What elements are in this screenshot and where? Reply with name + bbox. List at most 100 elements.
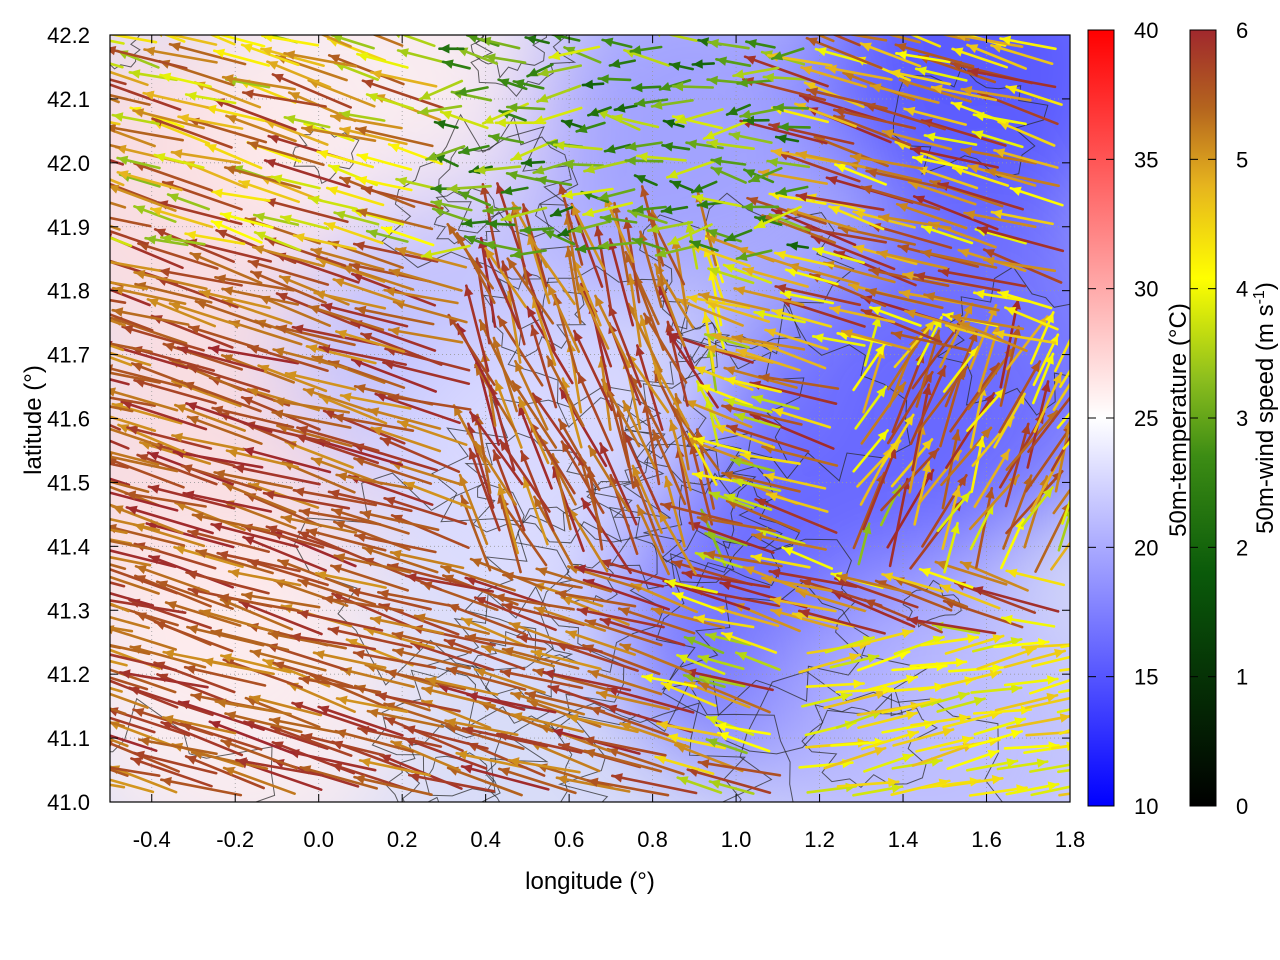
wind-vector-shaft — [407, 773, 496, 793]
wind-vector-shaft — [547, 685, 632, 716]
wind-vector-shaft — [445, 667, 527, 691]
wind-vector — [982, 256, 1057, 273]
wind-vector-head — [992, 663, 1003, 673]
wind-vector-shaft — [191, 513, 271, 533]
wind-vector-head — [381, 226, 393, 236]
wind-vector-shaft — [110, 626, 134, 633]
wind-vector-head — [225, 165, 237, 175]
wind-vector-head — [389, 143, 401, 153]
wind-vector-head — [699, 291, 710, 302]
wind-vector-shaft — [117, 423, 186, 454]
wind-vector-head — [270, 716, 281, 726]
wind-vector — [965, 758, 1019, 772]
x-tick-label: 0.6 — [554, 827, 585, 852]
wind-vector — [762, 472, 827, 490]
wind-vector-head — [271, 725, 283, 735]
wind-vector — [937, 267, 1027, 288]
wind-vector-shaft — [350, 358, 438, 393]
wind-vector-shaft — [110, 260, 161, 272]
wind-vector-head — [635, 345, 645, 357]
wind-vector-head — [835, 163, 847, 173]
wind-vector — [361, 79, 445, 110]
wind-vector-head — [759, 168, 770, 179]
wind-vector-head — [870, 306, 882, 316]
colorbar-tick-label: 0 — [1236, 794, 1248, 819]
wind-vector-shaft — [739, 453, 801, 466]
wind-vector-shaft — [837, 226, 917, 246]
wind-vector-head — [44, 629, 55, 638]
wind-vector — [110, 405, 134, 413]
wind-vector — [624, 250, 660, 326]
wind-vector-shaft — [555, 642, 639, 673]
wind-vector-head — [689, 443, 699, 455]
wind-vector-head — [533, 667, 545, 678]
wind-vector — [352, 649, 437, 670]
wind-vector — [753, 205, 802, 230]
wind-vector — [881, 129, 953, 151]
wind-vector-head — [147, 298, 159, 308]
wind-vector-head — [961, 146, 973, 157]
wind-vector-head — [754, 309, 766, 319]
wind-vector-head — [263, 659, 275, 669]
wind-vector — [110, 450, 160, 466]
wind-vector-shaft — [496, 315, 544, 387]
wind-vector-head — [875, 344, 885, 356]
wind-vector-shaft — [111, 308, 190, 326]
wind-vector — [572, 329, 614, 412]
wind-vector — [310, 247, 385, 271]
wind-vector — [941, 429, 961, 510]
wind-vector-shaft — [110, 316, 188, 345]
wind-vector-head — [600, 617, 612, 627]
wind-vector-shaft — [168, 302, 241, 327]
x-tick-label: 0.0 — [303, 827, 334, 852]
wind-vector-shaft — [939, 583, 1001, 610]
wind-vectors — [44, 35, 1070, 797]
wind-vector-shaft — [110, 627, 177, 651]
wind-vector-shaft — [704, 345, 774, 364]
wind-vector-head — [361, 332, 373, 342]
wind-vector-head — [663, 119, 675, 129]
wind-vector — [865, 168, 947, 190]
wind-vector — [549, 206, 574, 218]
wind-vector-head — [793, 611, 804, 621]
wind-vector-head — [588, 669, 600, 679]
wind-vector-head — [924, 292, 936, 302]
wind-vector-shaft — [583, 749, 663, 773]
wind-vector — [110, 549, 177, 569]
wind-vector-shaft — [953, 581, 1037, 615]
wind-vector-shaft — [358, 759, 432, 777]
wind-vector-shaft — [287, 750, 377, 772]
wind-vector — [728, 131, 773, 144]
wind-vector — [110, 477, 131, 487]
wind-vector-head — [694, 436, 706, 446]
wind-vector — [1029, 311, 1055, 365]
wind-vector-shaft — [631, 464, 663, 534]
wind-vector-shaft — [1058, 728, 1070, 735]
wind-vector-head — [561, 441, 571, 453]
wind-vector-head — [216, 229, 228, 239]
wind-vector-shaft — [795, 589, 867, 613]
wind-vector — [963, 210, 1037, 229]
wind-vector — [676, 776, 723, 794]
wind-vector-shaft — [331, 592, 414, 629]
wind-vector — [833, 163, 888, 186]
wind-vector — [766, 157, 811, 169]
wind-vector-head — [465, 633, 477, 643]
wind-vector — [665, 160, 715, 179]
wind-vector — [947, 663, 1004, 673]
wind-vector-shaft — [177, 700, 265, 732]
wind-vector-shaft — [582, 737, 667, 757]
wind-vector-head — [842, 329, 853, 339]
wind-vector — [116, 170, 183, 192]
wind-vector — [500, 260, 526, 346]
wind-vector-head — [250, 694, 261, 704]
wind-vector-head — [242, 396, 254, 406]
wind-vector — [110, 555, 152, 567]
y-tick-label: 42.2 — [47, 23, 90, 48]
wind-vector-head — [500, 668, 512, 678]
wind-vector-head — [1002, 614, 1013, 625]
wind-vector-head — [673, 81, 684, 92]
wind-vector-head — [273, 661, 285, 671]
wind-vector-shaft — [725, 499, 801, 533]
wind-vector-head — [920, 567, 931, 577]
